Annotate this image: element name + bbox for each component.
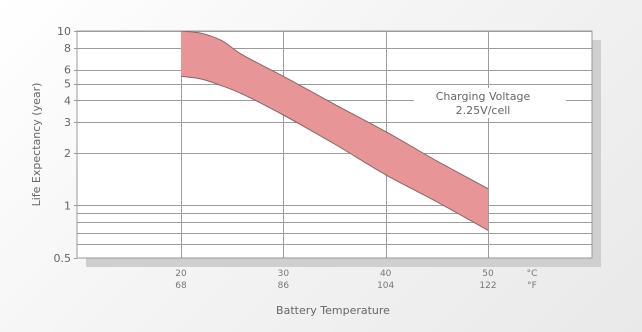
- x-tick-label-fahrenheit: 122: [479, 281, 496, 291]
- x-tick-label-celsius: 40: [380, 269, 392, 279]
- x-tick-label-celsius: 30: [278, 269, 290, 279]
- y-axis-label: Life Expectancy (year): [30, 83, 43, 207]
- y-tick-label: 5: [64, 78, 71, 91]
- x-unit-fahrenheit: °F: [527, 281, 537, 291]
- x-tick-label-celsius: 20: [175, 269, 187, 279]
- y-tick-label: 4: [64, 94, 71, 107]
- x-tick-label-celsius: 50: [482, 269, 494, 279]
- x-axis-label: Battery Temperature: [276, 304, 390, 317]
- y-tick-label: 0.5: [54, 252, 72, 265]
- x-tick-label-fahrenheit: 86: [278, 281, 290, 291]
- annotation-background: [414, 88, 566, 118]
- band-layer: [180, 31, 489, 231]
- y-tick-label: 6: [64, 64, 71, 77]
- x-unit-celsius: °C: [527, 269, 538, 279]
- y-tick-label: 10: [57, 25, 71, 38]
- y-tick-label: 2: [64, 147, 71, 160]
- band-upper-edge: [180, 31, 489, 190]
- annotation-line-1: Charging Voltage: [436, 90, 531, 103]
- life-expectancy-band: [181, 31, 488, 231]
- y-tick-label: 8: [64, 42, 71, 55]
- x-tick-label-fahrenheit: 104: [377, 281, 394, 291]
- y-tick-label: 1: [64, 199, 71, 212]
- band-lower-edge: [180, 75, 489, 231]
- annotation-layer: Charging Voltage 2.25V/cell: [414, 88, 566, 118]
- annotation-line-2: 2.25V/cell: [456, 104, 511, 117]
- x-tick-label-fahrenheit: 68: [175, 281, 187, 291]
- y-tick-label: 3: [64, 116, 71, 129]
